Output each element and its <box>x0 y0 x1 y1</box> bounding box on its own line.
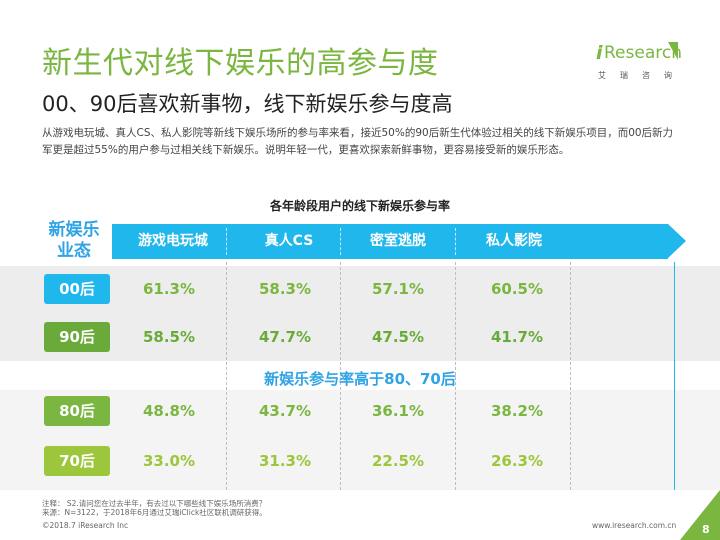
header-divider <box>226 228 227 255</box>
column-divider <box>226 262 227 490</box>
logo-leaf-icon <box>668 42 678 60</box>
table-cell: 33.0% <box>142 452 196 470</box>
row-header-line-2: 业态 <box>57 241 91 261</box>
website-link[interactable]: www.iresearch.com.cn <box>592 521 677 530</box>
logo-chinese-name: 艾瑞咨询 <box>598 71 686 80</box>
column-divider <box>455 262 456 490</box>
table-cell: 60.5% <box>490 280 544 298</box>
description-text: 从游戏电玩城、真人CS、私人影院等新线下娱乐场所的参与率来看，接近50%的90后… <box>42 127 674 156</box>
column-header: 私人影院 <box>486 233 542 249</box>
column-header: 游戏电玩城 <box>138 233 208 249</box>
table-cell: 22.5% <box>371 452 425 470</box>
age-label-80: 80后 <box>44 396 110 426</box>
iresearch-logo: i Research 艾瑞咨询 <box>594 42 684 86</box>
table-cell: 48.8% <box>142 402 196 420</box>
arrow-right-icon <box>668 224 686 258</box>
copyright-text: ©2018.7 iResearch Inc <box>42 521 129 530</box>
column-header: 真人CS <box>264 233 314 249</box>
table-cell: 43.7% <box>258 402 312 420</box>
logo-name: Research <box>604 43 682 63</box>
age-label-70: 70后 <box>44 446 110 476</box>
column-divider <box>340 262 341 490</box>
logo-mark: i Research <box>594 42 682 66</box>
table-cell: 26.3% <box>490 452 544 470</box>
header-divider <box>340 228 341 255</box>
table-cell: 36.1% <box>371 402 425 420</box>
band-new-generation <box>0 266 720 361</box>
column-header-bar <box>112 224 668 259</box>
row-header-line-1: 新娱乐 <box>48 220 100 240</box>
comparison-annotation: 新娱乐参与率高于80、70后 <box>264 370 456 388</box>
table-cell: 57.1% <box>371 280 425 298</box>
band-older-generation <box>0 390 720 490</box>
column-header: 密室逃脱 <box>370 233 426 249</box>
table-cell: 61.3% <box>142 280 196 298</box>
page-subtitle: 00、90后喜欢新事物，线下新娱乐参与度高 <box>42 92 453 116</box>
header-divider <box>455 228 456 255</box>
footnote-question: 注释： S2.请问您在过去半年，有去过以下哪些线下娱乐场所消费？ <box>42 499 267 508</box>
table-cell: 58.5% <box>142 328 196 346</box>
table-cell: 41.7% <box>490 328 544 346</box>
chart-title: 各年龄段用户的线下新娱乐参与率 <box>269 199 450 213</box>
footnote: 注释： S2.请问您在过去半年，有去过以下哪些线下娱乐场所消费？ 来源：N=31… <box>42 499 267 517</box>
table-cell: 38.2% <box>490 402 544 420</box>
age-label-90: 90后 <box>44 322 110 352</box>
table-right-border <box>674 262 675 490</box>
table-cell: 58.3% <box>258 280 312 298</box>
corner-decoration <box>680 490 720 540</box>
footnote-source: 来源：N=3122，于2018年6月通过艾瑞iClick社区联机调研获得。 <box>42 508 267 517</box>
column-divider <box>570 262 571 490</box>
page-title: 新生代对线下娱乐的高参与度 <box>42 46 439 81</box>
table-cell: 47.7% <box>258 328 312 346</box>
logo-i-letter: i <box>596 42 603 64</box>
page-number: 8 <box>702 523 710 536</box>
age-label-00: 00后 <box>44 274 110 304</box>
row-header-label: 新娱乐 业态 <box>30 220 118 262</box>
table-cell: 47.5% <box>371 328 425 346</box>
table-cell: 31.3% <box>258 452 312 470</box>
